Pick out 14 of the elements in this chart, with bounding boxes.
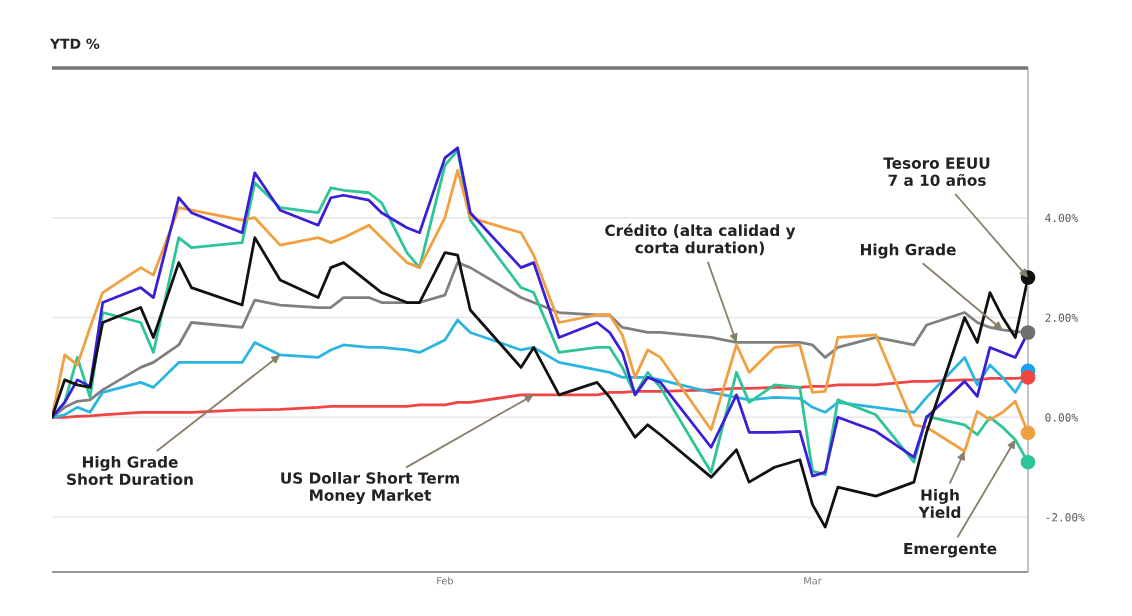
x-tick-label: Mar	[804, 577, 822, 585]
y-tick-label: 0.00%	[1045, 413, 1078, 422]
annotation: Emergente	[904, 542, 997, 558]
annotation: High Grade Short Duration	[67, 455, 193, 486]
y-tick-label: 4.00%	[1045, 213, 1078, 223]
y-tick-label: 2.00%	[1045, 313, 1078, 322]
annotation: High Grade	[860, 243, 956, 259]
annotation: US Dollar Short Term Money Market	[281, 471, 459, 505]
annotation: High Yield	[918, 488, 961, 519]
chart-title: YTD %	[49, 38, 100, 50]
x-tick-label: Feb	[437, 576, 454, 585]
y-tick-label: -2.00%	[1046, 513, 1085, 522]
annotation: Crédito (alta calidad y corta duration)	[605, 223, 796, 256]
annotation: Tesoro EEUU 7 a 10 años	[883, 157, 990, 186]
